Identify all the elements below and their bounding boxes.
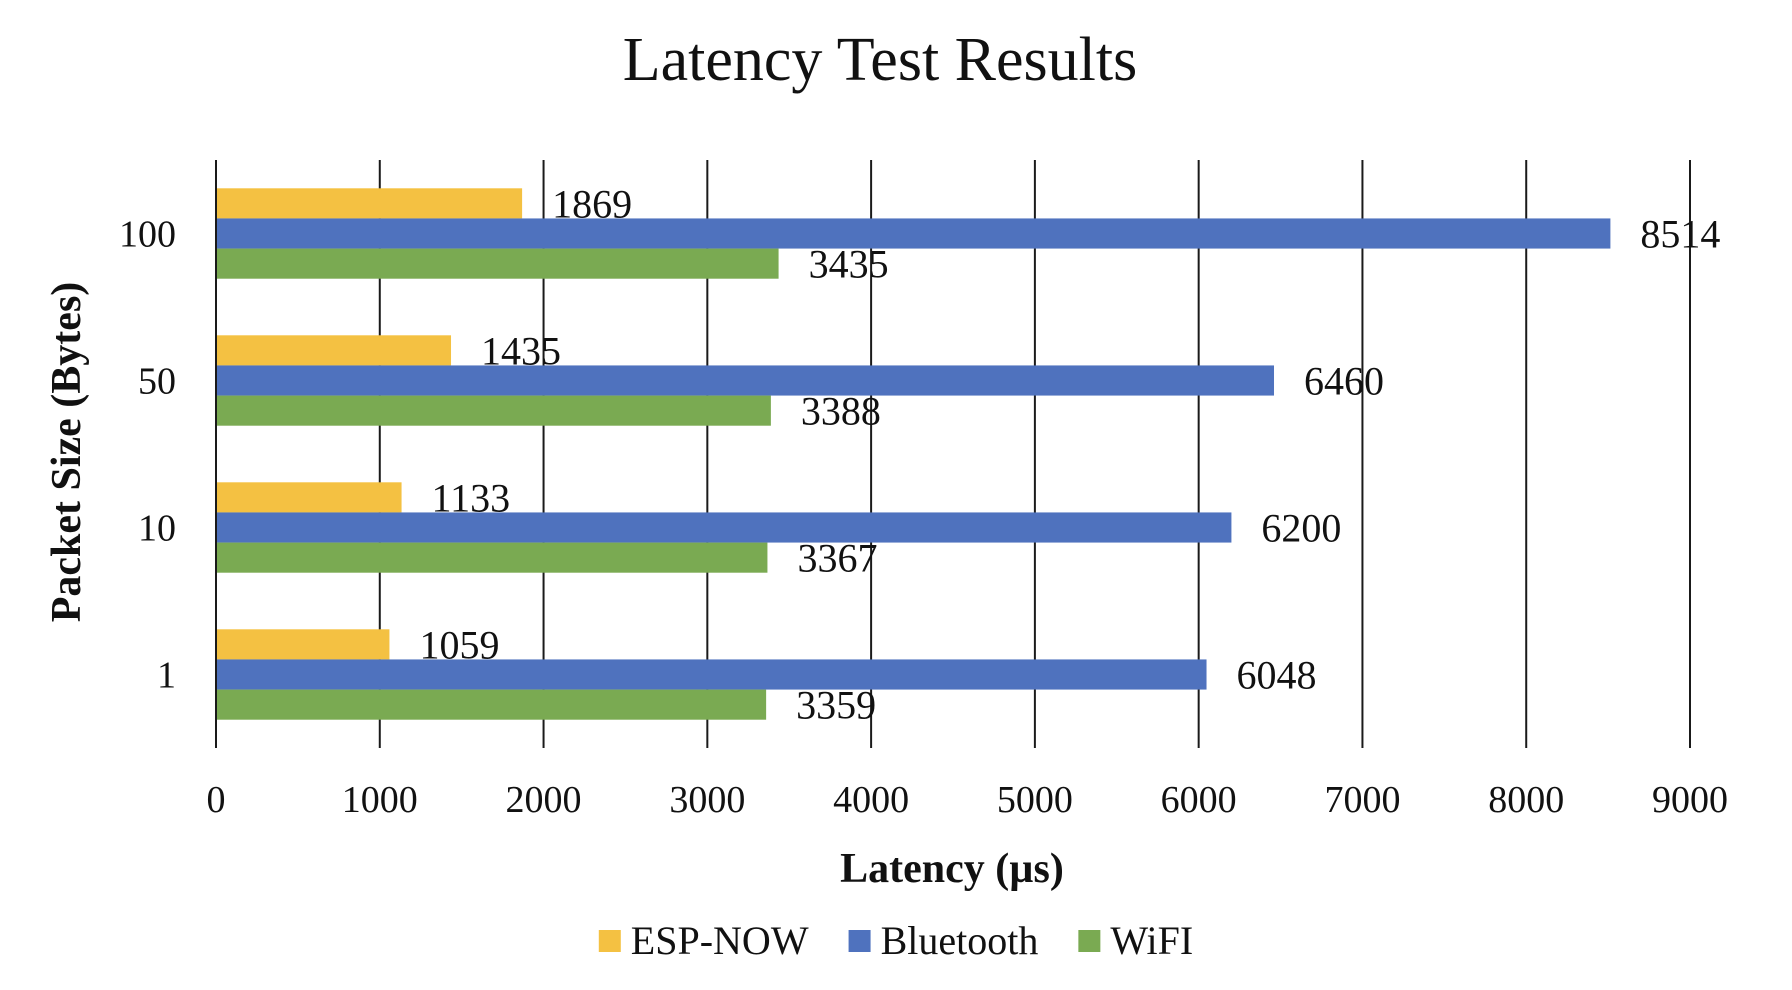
y-axis-title: Packet Size (Bytes) [44, 282, 90, 623]
x-tick-label: 9000 [1652, 779, 1728, 821]
legend-label: Bluetooth [881, 918, 1039, 963]
bar-esp-now [216, 629, 390, 660]
bar-wifi [216, 689, 767, 720]
bar-wifi [216, 248, 779, 279]
x-axis-title: Latency (µs) [840, 846, 1064, 892]
data-label: 3367 [797, 536, 877, 581]
x-tick-label: 8000 [1488, 779, 1564, 821]
data-label: 1133 [432, 475, 511, 520]
legend-item: Bluetooth [848, 918, 1039, 963]
legend-swatch [598, 930, 621, 952]
y-axis: 1 10 50 100 [119, 160, 217, 748]
bar-esp-now [216, 482, 402, 513]
bar-wifi [216, 542, 768, 573]
bars [216, 188, 1611, 720]
bar-esp-now [216, 335, 452, 366]
data-label: 6460 [1304, 359, 1384, 404]
x-tick-label: 1000 [342, 779, 418, 821]
bar-esp-now [216, 188, 523, 219]
legend-label: WiFI [1110, 918, 1193, 963]
data-labels: 1059 6048 3359 1133 6200 3367 1435 6460 3388 1869… [419, 181, 1720, 727]
x-axis: 0 1000 2000 3000 4000 5000 6000 7000 8000 9000 [207, 779, 1729, 821]
data-label: 1435 [481, 328, 561, 373]
data-label: 3359 [796, 683, 876, 728]
bar-bluetooth [216, 659, 1207, 690]
x-tick-label: 2000 [506, 779, 582, 821]
y-tick-label: 100 [119, 214, 176, 256]
legend-label: ESP-NOW [631, 918, 809, 963]
x-tick-label: 3000 [669, 779, 745, 821]
data-label: 1059 [419, 622, 499, 667]
data-label: 3388 [801, 389, 881, 434]
legend: ESP-NOW Bluetooth WiFI [598, 918, 1193, 963]
legend-item: ESP-NOW [598, 918, 809, 963]
legend-swatch [848, 930, 871, 952]
y-tick-label: 1 [157, 655, 176, 697]
x-tick-label: 4000 [833, 779, 909, 821]
y-tick-label: 50 [138, 361, 176, 403]
x-tick-label: 0 [207, 779, 226, 821]
legend-swatch [1078, 930, 1101, 952]
x-tick-label: 7000 [1324, 779, 1400, 821]
bar-wifi [216, 395, 771, 426]
data-label: 3435 [809, 242, 889, 287]
x-tick-label: 6000 [1161, 779, 1237, 821]
data-label: 1869 [552, 181, 632, 226]
chart-title: Latency Test Results [623, 26, 1138, 94]
data-label: 6200 [1261, 506, 1341, 551]
bar-bluetooth [216, 512, 1232, 543]
data-label: 8514 [1640, 212, 1720, 257]
y-tick-label: 10 [138, 508, 176, 550]
bar-bluetooth [216, 218, 1611, 249]
legend-item: WiFI [1078, 918, 1193, 963]
x-tick-label: 5000 [997, 779, 1073, 821]
bar-bluetooth [216, 365, 1275, 396]
data-label: 6048 [1237, 653, 1317, 698]
